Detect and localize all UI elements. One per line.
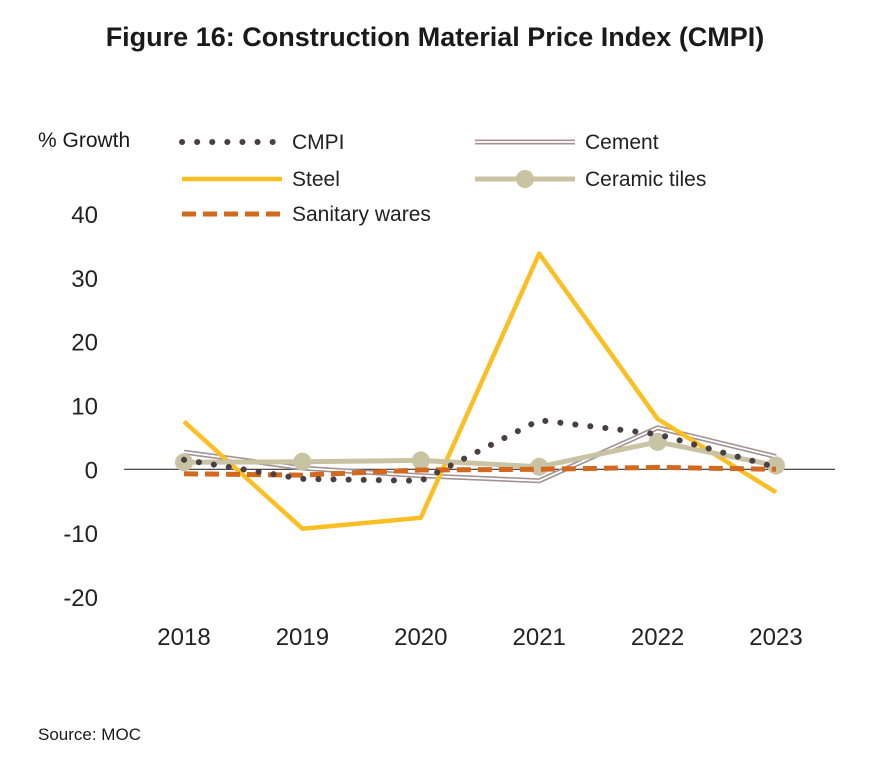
data-point-ceramic-tiles bbox=[767, 456, 785, 475]
data-point-ceramic-tiles bbox=[293, 452, 312, 471]
data-point-ceramic-tiles bbox=[411, 451, 430, 470]
y-tick-label: 0 bbox=[85, 457, 98, 484]
x-tick-label: 2022 bbox=[631, 624, 684, 651]
y-tick-label: 10 bbox=[71, 394, 98, 421]
axis-layer: -20 -10 0 10 20 30 40 2018 2019 2020 2021 2022 2023 bbox=[63, 202, 835, 651]
y-axis-label: % Growth bbox=[38, 129, 131, 152]
series-line-ceramic-tiles bbox=[183, 439, 777, 470]
x-tick-label: 2023 bbox=[749, 624, 802, 651]
series-layer bbox=[175, 251, 785, 531]
legend-label-cmpi: CMPI bbox=[292, 131, 345, 154]
y-tick-label: 40 bbox=[71, 202, 98, 229]
legend-label-ceramic-tiles: Ceramic tiles bbox=[585, 168, 706, 191]
legend-layer: CMPI Cement Steel Ceramic tiles Sanitary war… bbox=[179, 131, 706, 226]
y-tick-label: -20 bbox=[63, 585, 98, 612]
chart-title: Figure 16: Construction Material Price I… bbox=[105, 22, 765, 52]
series-line-cmpi bbox=[181, 417, 779, 484]
y-tick-label: -10 bbox=[63, 521, 98, 548]
x-tick-label: 2020 bbox=[394, 624, 447, 651]
y-tick-label: 20 bbox=[71, 330, 98, 357]
y-tick-label: 30 bbox=[71, 266, 98, 293]
data-point-ceramic-tiles bbox=[648, 432, 667, 451]
x-tick-label: 2019 bbox=[276, 624, 329, 651]
x-tick-label: 2021 bbox=[513, 624, 566, 651]
x-tick-label: 2018 bbox=[157, 624, 210, 651]
legend-label-sanitary-wares: Sanitary wares bbox=[292, 203, 431, 226]
legend-label-cement: Cement bbox=[585, 131, 659, 154]
source-note: Source: MOC bbox=[38, 725, 141, 744]
legend-marker-ceramic-tiles bbox=[516, 170, 534, 188]
legend-label-steel: Steel bbox=[292, 168, 340, 191]
series-line-sanitary-wares bbox=[183, 464, 777, 478]
series-line-steel bbox=[182, 251, 778, 531]
